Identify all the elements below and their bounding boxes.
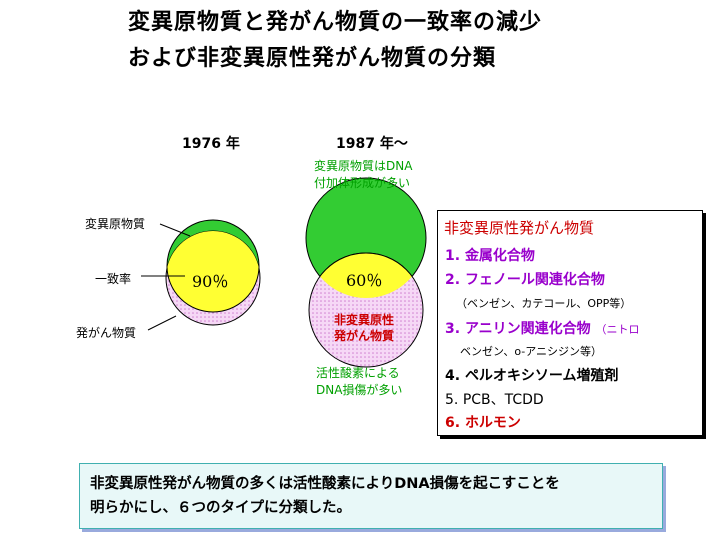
label-agreement-rate: 一致率: [95, 272, 132, 286]
label-carcinogen: 発がん物質: [76, 326, 137, 340]
item-4-text: ペルオキシソーム増殖剤: [464, 368, 619, 384]
item-1: 1. 金属化合物: [445, 245, 535, 265]
item-5-text: PCB、TCDD: [462, 392, 544, 408]
item-3-examples-start: （ニトロ: [595, 323, 640, 336]
venn-diagrams: [141, 177, 427, 368]
item-3-text: アニリン関連化合物: [464, 321, 591, 337]
pointer-carcinogen-1976: [147, 315, 177, 331]
pointer-mutagen-1976: [159, 223, 191, 237]
label-mutagen: 変異原物質: [85, 217, 146, 231]
summary-line-2: 明らかにし、６つのタイプに分類した。: [90, 500, 351, 516]
note-dna-adduct-line-1: 変異原物質はDNA: [314, 159, 413, 173]
item-2-num: 2.: [445, 272, 461, 288]
item-1-num: 1.: [445, 248, 461, 264]
item-2-text: フェノール関連化合物: [464, 272, 605, 288]
panel-title: 非変異原性発がん物質: [444, 219, 595, 237]
overlap-pct-1987: 60％: [346, 271, 383, 290]
item-6-num: 6.: [445, 415, 461, 431]
summary-line-1: 非変異原性発がん物質の多くは活性酸素によりDNA損傷を起こすことを: [90, 476, 560, 492]
overlap-1987: [308, 252, 424, 298]
item-3: 3. アニリン関連化合物 （ニトロ: [445, 318, 640, 338]
note-dna-adduct-line-2: 付加体形成が多い: [314, 176, 411, 190]
item-2-examples: （ベンゼン、カテコール、OPP等）: [456, 297, 632, 310]
item-2: 2. フェノール関連化合物: [445, 269, 605, 289]
title-line-1: 変異原物質と発がん物質の一致率の減少: [128, 10, 543, 35]
note-oxidative-damage-line-2: DNA損傷が多い: [316, 383, 403, 397]
item-5-num: 5.: [445, 392, 459, 408]
overlap-pct-1976: 90％: [192, 272, 229, 291]
note-oxidative-damage-line-1: 活性酸素による: [316, 366, 400, 380]
year-1987: 1987 年～: [336, 136, 408, 152]
item-4: 4. ペルオキシソーム増殖剤: [445, 365, 619, 385]
item-5: 5. PCB、TCDD: [445, 389, 544, 409]
item-3-examples-cont: ベンゼン、o-アニシジン等）: [460, 345, 603, 358]
item-4-num: 4.: [445, 368, 461, 384]
item-1-text: 金属化合物: [464, 248, 535, 264]
item-6-text: ホルモン: [464, 415, 521, 431]
venn-1976: [141, 219, 261, 331]
summary-box: 非変異原性発がん物質の多くは活性酸素によりDNA損傷を起こすことを 明らかにし、…: [79, 463, 663, 529]
title-line-2: および非変異原性発がん物質の分類: [128, 46, 497, 71]
nonmutagenic-carcinogen-label-line-2: 発がん物質: [334, 329, 395, 343]
item-6: 6. ホルモン: [445, 412, 521, 432]
nonmutagenic-carcinogen-label-line-1: 非変異原性: [334, 313, 395, 327]
year-1976: 1976 年: [182, 136, 240, 152]
item-3-num: 3.: [445, 321, 461, 337]
venn-1987: [305, 177, 427, 368]
classification-panel: 非変異原性発がん物質 1. 金属化合物 2. フェノール関連化合物 （ベンゼン、…: [437, 210, 703, 436]
summary-text: 非変異原性発がん物質の多くは活性酸素によりDNA損傷を起こすことを 明らかにし、…: [90, 472, 655, 520]
